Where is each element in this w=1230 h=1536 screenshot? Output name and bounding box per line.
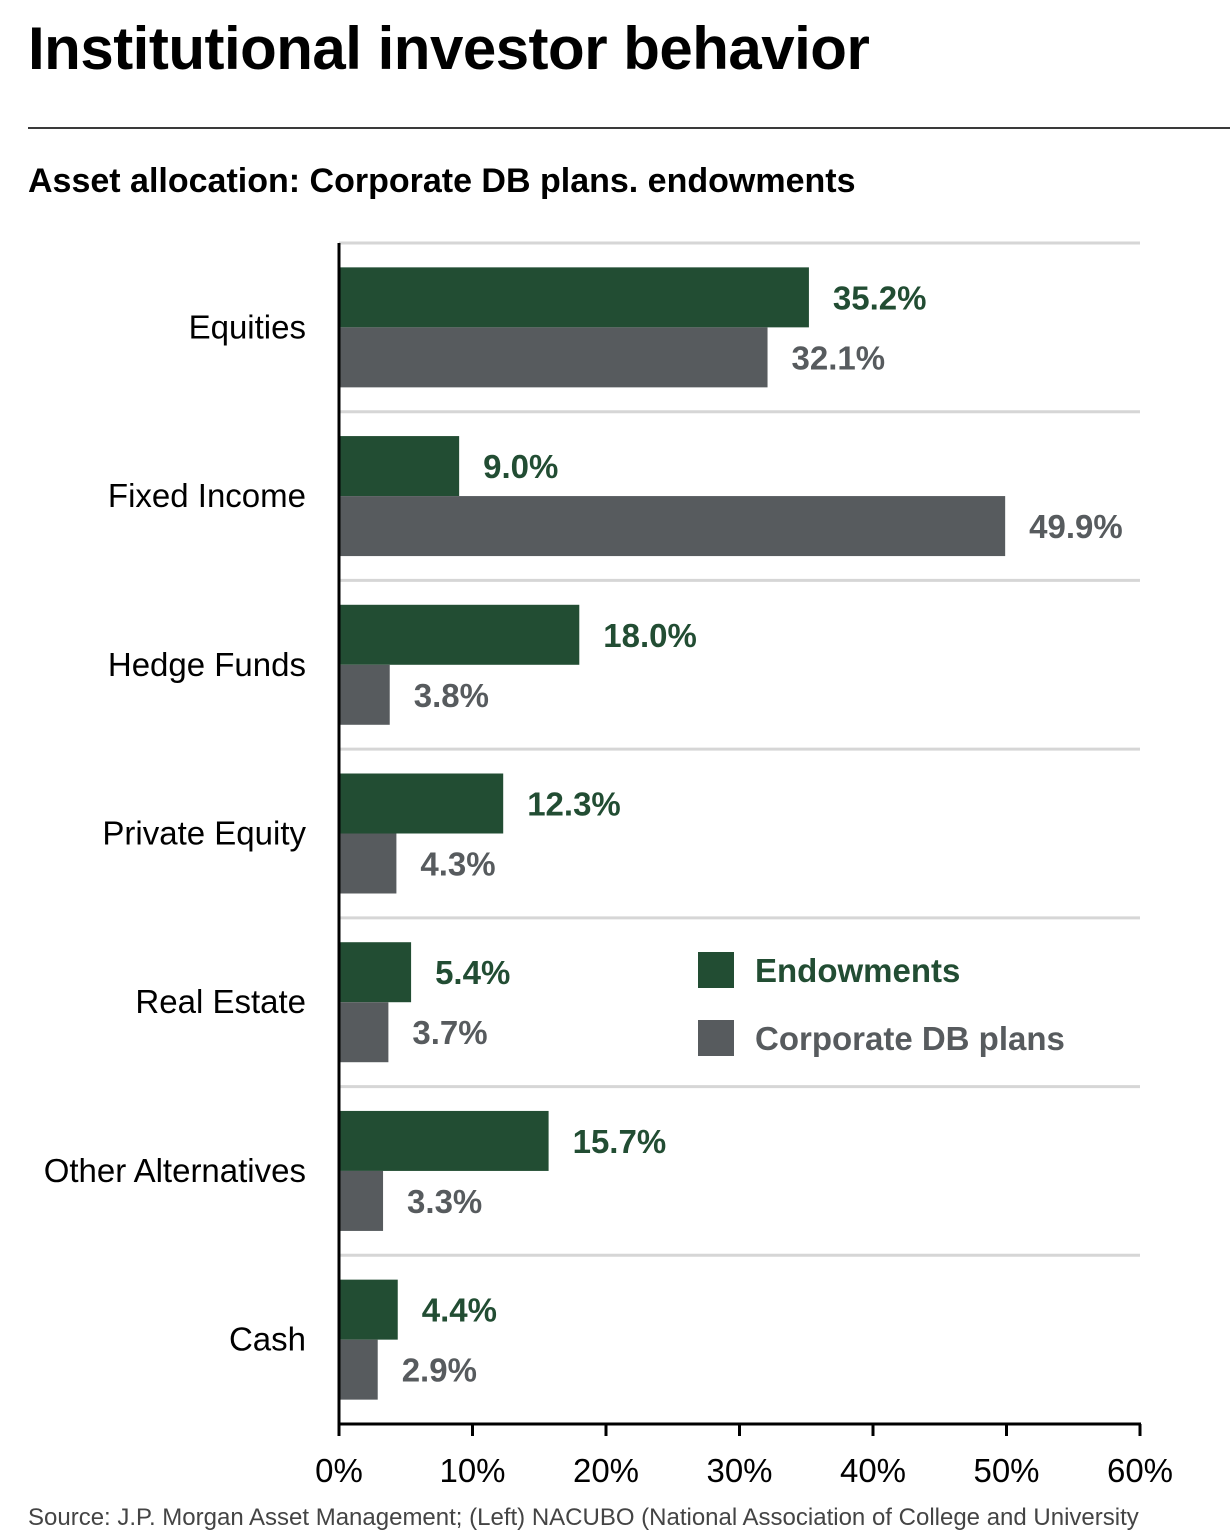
endowment-bar-equities [339, 267, 809, 328]
legend: Endowments Corporate DB plans [698, 952, 1065, 1057]
endowment-value-label-cash: 4.4% [422, 1292, 497, 1329]
category-label-hedge-funds: Hedge Funds [108, 646, 306, 683]
category-label-fixed-income: Fixed Income [108, 477, 306, 514]
x-tick-label: 50% [973, 1452, 1039, 1489]
endowment-value-label-hedge-funds: 18.0% [603, 617, 697, 654]
legend-swatch-endowment [698, 952, 734, 988]
x-tick-label: 60% [1107, 1452, 1173, 1489]
corporate-value-label-equities: 32.1% [792, 339, 886, 376]
source-note: Source: J.P. Morgan Asset Management; (L… [28, 1504, 1139, 1531]
endowment-value-label-other-alternatives: 15.7% [573, 1123, 667, 1160]
x-tick-label: 20% [573, 1452, 639, 1489]
corporate-value-label-real-estate: 3.7% [412, 1014, 487, 1051]
corporate-bar-equities [339, 327, 768, 388]
category-label-private-equity: Private Equity [102, 815, 306, 852]
corporate-value-label-fixed-income: 49.9% [1029, 508, 1123, 545]
corporate-value-label-private-equity: 4.3% [420, 846, 495, 883]
category-label-equities: Equities [189, 308, 306, 345]
endowment-bar-hedge-funds [339, 604, 580, 665]
legend-swatch-corporate [698, 1020, 734, 1056]
corporate-bar-cash [339, 1339, 378, 1400]
endowment-bar-cash [339, 1279, 398, 1340]
endowment-bar-private-equity [339, 773, 504, 834]
endowment-bar-fixed-income [339, 436, 460, 497]
corporate-value-label-hedge-funds: 3.8% [414, 677, 489, 714]
category-label-other-alternatives: Other Alternatives [44, 1152, 306, 1189]
category-label-cash: Cash [229, 1321, 306, 1358]
legend-label-endowment: Endowments [755, 952, 960, 989]
corporate-bar-hedge-funds [339, 664, 390, 725]
chart-subtitle: Asset allocation: Corporate DB plans. en… [28, 162, 856, 200]
grid-lines [339, 241, 1140, 1257]
bar-chart: Equities 35.2% 32.1% Fixed Income 9.0% 49.9% H… [44, 241, 1173, 1489]
x-tick-label: 0% [315, 1452, 363, 1489]
corporate-value-label-other-alternatives: 3.3% [407, 1183, 482, 1220]
title-divider [28, 127, 1230, 129]
corporate-bar-other-alternatives [339, 1170, 384, 1231]
endowment-value-label-real-estate: 5.4% [435, 954, 510, 991]
legend-label-corporate: Corporate DB plans [755, 1020, 1065, 1057]
corporate-bar-fixed-income [339, 496, 1006, 557]
endowment-value-label-fixed-income: 9.0% [483, 448, 558, 485]
bars [339, 267, 1006, 1400]
category-label-real-estate: Real Estate [135, 983, 306, 1020]
endowment-value-label-equities: 35.2% [833, 279, 927, 316]
x-tick-label: 10% [439, 1452, 505, 1489]
page-title: Institutional investor behavior [28, 15, 870, 82]
corporate-bar-real-estate [339, 1002, 389, 1063]
axes: 0% 10% 20% 30% 40% 50% 60% [315, 243, 1173, 1489]
endowment-value-label-private-equity: 12.3% [527, 786, 621, 823]
endowment-bar-real-estate [339, 942, 412, 1003]
corporate-value-label-cash: 2.9% [402, 1352, 477, 1389]
value-labels: Equities 35.2% 32.1% Fixed Income 9.0% 49.9% H… [44, 279, 1123, 1388]
x-tick-label: 30% [706, 1452, 772, 1489]
corporate-bar-private-equity [339, 833, 397, 894]
endowment-bar-other-alternatives [339, 1110, 549, 1171]
x-tick-label: 40% [840, 1452, 906, 1489]
